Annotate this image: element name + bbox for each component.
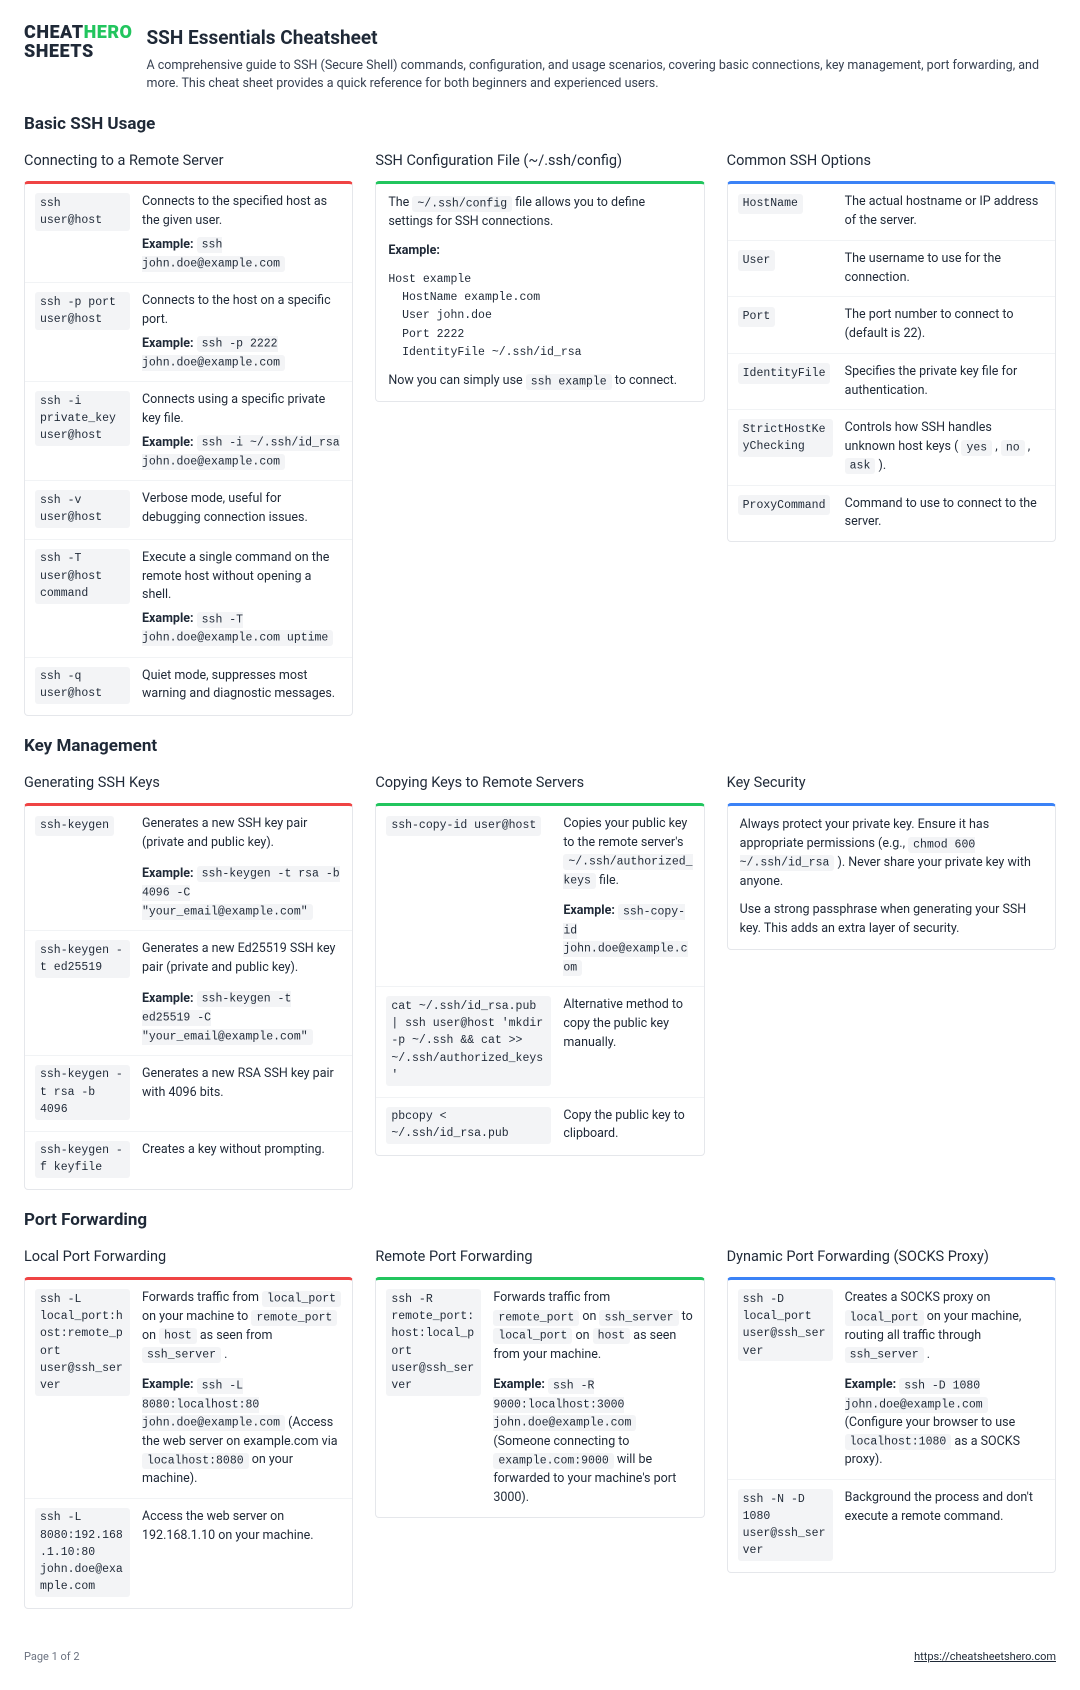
- card-copying-keys: ssh-copy-id user@hostCopies your public …: [375, 803, 704, 1156]
- page-title: SSH Essentials Cheatsheet: [146, 24, 1056, 53]
- command-code: ssh -R remote_port:host:local_port user@…: [386, 1289, 481, 1396]
- table-row: ssh -v user@hostVerbose mode, useful for…: [25, 480, 352, 539]
- command-code: ssh-keygen -t rsa -b 4096: [35, 1065, 130, 1120]
- command-code: ssh -q user@host: [35, 667, 130, 705]
- section-key-management: Key Management: [24, 734, 1056, 760]
- table-row: ssh -D local_port user@ssh_serverCreates…: [728, 1280, 1055, 1479]
- sub-remote-forward: Remote Port Forwarding: [375, 1246, 704, 1268]
- section-port-forwarding: Port Forwarding: [24, 1208, 1056, 1234]
- page-subtitle: A comprehensive guide to SSH (Secure She…: [146, 57, 1056, 95]
- command-code: ssh user@host: [35, 193, 130, 231]
- table-row: ssh -R remote_port:host:local_port user@…: [376, 1280, 703, 1516]
- header: CHEATHERO SHEETS SSH Essentials Cheatshe…: [24, 24, 1056, 94]
- logo: CHEATHERO SHEETS: [24, 24, 132, 62]
- command-code: ssh -T user@host command: [35, 549, 130, 604]
- card-common-options: HostNameThe actual hostname or IP addres…: [727, 181, 1056, 542]
- table-row: ssh -q user@hostQuiet mode, suppresses m…: [25, 657, 352, 716]
- section-basic-usage: Basic SSH Usage: [24, 112, 1056, 138]
- command-code: ssh -N -D 1080 user@ssh_server: [738, 1489, 833, 1561]
- sub-copying-keys: Copying Keys to Remote Servers: [375, 772, 704, 794]
- table-row: IdentityFileSpecifies the private key fi…: [728, 353, 1055, 410]
- config-example: Host example HostName example.com User j…: [388, 271, 691, 363]
- card-key-security: Always protect your private key. Ensure …: [727, 803, 1056, 950]
- sub-connecting: Connecting to a Remote Server: [24, 150, 353, 172]
- command-code: ssh-copy-id user@host: [386, 816, 541, 836]
- header-text: SSH Essentials Cheatsheet A comprehensiv…: [146, 24, 1056, 94]
- sub-local-forward: Local Port Forwarding: [24, 1246, 353, 1268]
- card-remote-forward: ssh -R remote_port:host:local_port user@…: [375, 1277, 704, 1517]
- table-row: ssh-keygen -t ed25519Generates a new Ed2…: [25, 930, 352, 1055]
- table-row: ssh -T user@host commandExecute a single…: [25, 539, 352, 657]
- command-code: IdentityFile: [738, 363, 831, 383]
- command-code: ssh -D local_port user@ssh_server: [738, 1289, 833, 1361]
- card-generating-keys: ssh-keygenGenerates a new SSH key pair (…: [24, 803, 353, 1190]
- command-code: ssh-keygen -t ed25519: [35, 940, 130, 978]
- table-row: ssh-keygenGenerates a new SSH key pair (…: [25, 806, 352, 930]
- card-dynamic-forward: ssh -D local_port user@ssh_serverCreates…: [727, 1277, 1056, 1573]
- table-row: ssh -L 8080:192.168.1.10:80 john.doe@exa…: [25, 1498, 352, 1608]
- logo-line2: SHEETS: [24, 43, 132, 62]
- logo-hero: HERO: [84, 22, 133, 43]
- table-row: StrictHostKeyCheckingControls how SSH ha…: [728, 409, 1055, 484]
- table-row: ssh -L local_port:host:remote_port user@…: [25, 1280, 352, 1498]
- table-row: ssh -i private_key user@hostConnects usi…: [25, 381, 352, 480]
- command-code: ProxyCommand: [738, 495, 831, 515]
- sub-common-options: Common SSH Options: [727, 150, 1056, 172]
- sub-generating-keys: Generating SSH Keys: [24, 772, 353, 794]
- sub-config-file: SSH Configuration File (~/.ssh/config): [375, 150, 704, 172]
- table-row: ssh-copy-id user@hostCopies your public …: [376, 806, 703, 986]
- card-config-file: The ~/.ssh/config file allows you to def…: [375, 181, 704, 402]
- footer: Page 1 of 2 https://cheatsheetshero.com: [24, 1649, 1056, 1666]
- command-code: Port: [738, 307, 776, 327]
- table-row: PortThe port number to connect to (defau…: [728, 296, 1055, 353]
- footer-link[interactable]: https://cheatsheetshero.com: [914, 1649, 1056, 1666]
- command-code: cat ~/.ssh/id_rsa.pub | ssh user@host 'm…: [386, 996, 551, 1085]
- command-code: ssh -p port user@host: [35, 292, 130, 330]
- table-row: UserThe username to use for the connecti…: [728, 240, 1055, 297]
- table-row: cat ~/.ssh/id_rsa.pub | ssh user@host 'm…: [376, 986, 703, 1096]
- table-row: ssh user@hostConnects to the specified h…: [25, 184, 352, 282]
- table-row: HostNameThe actual hostname or IP addres…: [728, 184, 1055, 240]
- command-code: User: [738, 250, 776, 270]
- sub-key-security: Key Security: [727, 772, 1056, 794]
- table-row: ssh -p port user@hostConnects to the hos…: [25, 282, 352, 381]
- card-connecting: ssh user@hostConnects to the specified h…: [24, 181, 353, 716]
- command-code: ssh -L local_port:host:remote_port user@…: [35, 1289, 130, 1396]
- command-code: ssh-keygen -f keyfile: [35, 1141, 130, 1179]
- table-row: ssh-keygen -f keyfileCreates a key witho…: [25, 1131, 352, 1190]
- command-code: ssh -v user@host: [35, 490, 130, 528]
- command-code: StrictHostKeyChecking: [738, 419, 833, 457]
- table-row: ssh-keygen -t rsa -b 4096Generates a new…: [25, 1055, 352, 1131]
- page-number: Page 1 of 2: [24, 1649, 80, 1666]
- command-code: ssh -L 8080:192.168.1.10:80 john.doe@exa…: [35, 1508, 130, 1597]
- logo-line1: CHEAT: [24, 22, 84, 43]
- command-code: ssh -i private_key user@host: [35, 391, 130, 446]
- sub-dynamic-forward: Dynamic Port Forwarding (SOCKS Proxy): [727, 1246, 1056, 1268]
- command-code: pbcopy < ~/.ssh/id_rsa.pub: [386, 1107, 551, 1145]
- command-code: ssh-keygen: [35, 816, 114, 836]
- card-local-forward: ssh -L local_port:host:remote_port user@…: [24, 1277, 353, 1609]
- table-row: pbcopy < ~/.ssh/id_rsa.pubCopy the publi…: [376, 1097, 703, 1156]
- table-row: ProxyCommandCommand to use to connect to…: [728, 485, 1055, 542]
- command-code: HostName: [738, 194, 803, 214]
